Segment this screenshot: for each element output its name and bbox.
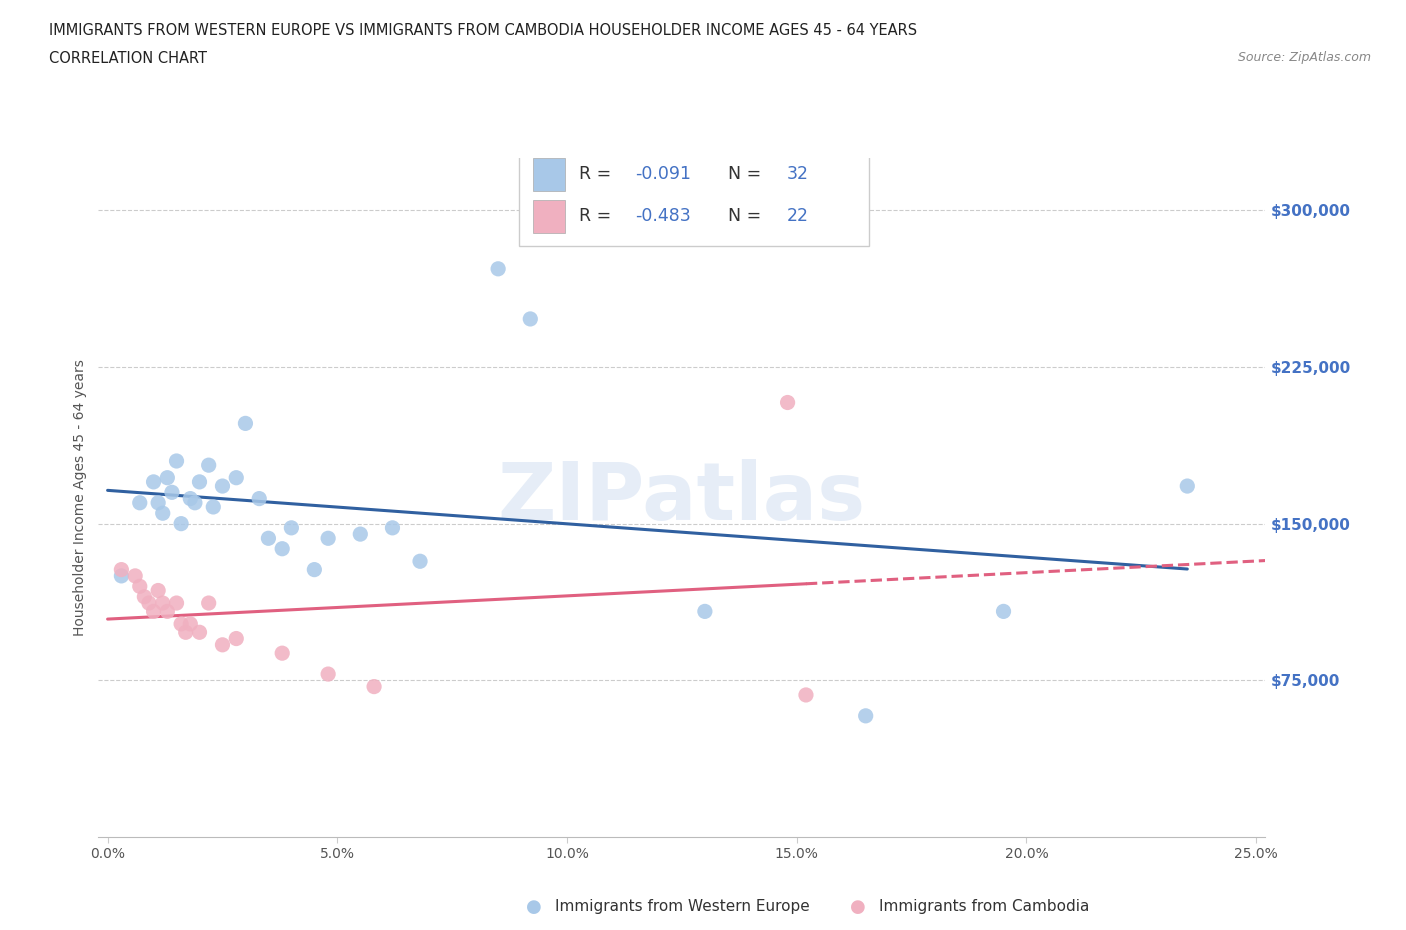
Text: 22: 22 bbox=[787, 207, 808, 225]
Point bbox=[170, 617, 193, 631]
Text: ●: ● bbox=[526, 897, 543, 916]
Text: Source: ZipAtlas.com: Source: ZipAtlas.com bbox=[1237, 51, 1371, 64]
Point bbox=[409, 554, 432, 569]
Point bbox=[486, 261, 509, 276]
Text: Immigrants from Cambodia: Immigrants from Cambodia bbox=[879, 899, 1090, 914]
Point bbox=[188, 474, 211, 489]
Point bbox=[363, 679, 385, 694]
Point bbox=[142, 604, 165, 618]
Point bbox=[134, 590, 156, 604]
Point bbox=[271, 645, 294, 660]
Text: ●: ● bbox=[849, 897, 866, 916]
Point bbox=[110, 568, 132, 583]
Point bbox=[197, 595, 219, 610]
Text: -0.091: -0.091 bbox=[636, 166, 692, 183]
Text: R =: R = bbox=[579, 166, 617, 183]
Point bbox=[235, 416, 257, 431]
FancyBboxPatch shape bbox=[519, 148, 869, 246]
Point bbox=[197, 458, 219, 472]
Point bbox=[381, 521, 404, 536]
Point bbox=[794, 687, 817, 702]
Point bbox=[855, 709, 877, 724]
Point bbox=[179, 491, 201, 506]
Point bbox=[166, 454, 188, 469]
Point bbox=[128, 496, 150, 511]
Point bbox=[156, 604, 179, 618]
Text: CORRELATION CHART: CORRELATION CHART bbox=[49, 51, 207, 66]
Point bbox=[211, 637, 233, 652]
Point bbox=[174, 625, 197, 640]
Point bbox=[304, 562, 326, 577]
Point bbox=[170, 516, 193, 531]
Point bbox=[257, 531, 280, 546]
Point bbox=[280, 521, 302, 536]
Text: R =: R = bbox=[579, 207, 617, 225]
Y-axis label: Householder Income Ages 45 - 64 years: Householder Income Ages 45 - 64 years bbox=[73, 359, 87, 636]
Point bbox=[316, 667, 339, 682]
Point bbox=[184, 496, 207, 511]
Point bbox=[160, 485, 183, 499]
Point bbox=[179, 617, 201, 631]
FancyBboxPatch shape bbox=[533, 200, 565, 232]
Text: 32: 32 bbox=[787, 166, 808, 183]
Point bbox=[152, 506, 174, 521]
Point bbox=[693, 604, 716, 618]
Point bbox=[519, 312, 541, 326]
Point bbox=[993, 604, 1015, 618]
Point bbox=[146, 583, 169, 598]
Point bbox=[142, 474, 165, 489]
Point bbox=[349, 526, 371, 541]
Point bbox=[138, 595, 160, 610]
Point bbox=[211, 479, 233, 494]
Point bbox=[152, 595, 174, 610]
Point bbox=[225, 631, 247, 646]
Text: N =: N = bbox=[717, 207, 766, 225]
Point bbox=[146, 496, 169, 511]
Point bbox=[166, 595, 188, 610]
Point bbox=[1175, 479, 1198, 494]
Text: Immigrants from Western Europe: Immigrants from Western Europe bbox=[555, 899, 810, 914]
Point bbox=[271, 541, 294, 556]
Text: IMMIGRANTS FROM WESTERN EUROPE VS IMMIGRANTS FROM CAMBODIA HOUSEHOLDER INCOME AG: IMMIGRANTS FROM WESTERN EUROPE VS IMMIGR… bbox=[49, 23, 917, 38]
Point bbox=[128, 578, 150, 593]
Text: ZIPatlas: ZIPatlas bbox=[498, 458, 866, 537]
Text: -0.483: -0.483 bbox=[636, 207, 690, 225]
Point bbox=[225, 471, 247, 485]
Point bbox=[110, 562, 132, 577]
Point bbox=[316, 531, 339, 546]
Point bbox=[124, 568, 146, 583]
Point bbox=[247, 491, 270, 506]
Point bbox=[188, 625, 211, 640]
Point bbox=[776, 395, 799, 410]
Text: N =: N = bbox=[717, 166, 766, 183]
Point bbox=[202, 499, 225, 514]
Point bbox=[156, 471, 179, 485]
FancyBboxPatch shape bbox=[533, 158, 565, 191]
